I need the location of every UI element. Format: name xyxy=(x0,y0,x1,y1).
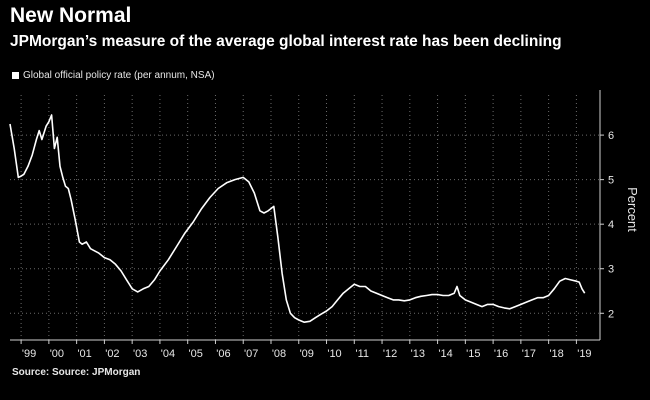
y-axis-label: Percent xyxy=(625,187,640,232)
x-tick-label-2005: '05 xyxy=(189,348,203,360)
x-tick-label-2010: '10 xyxy=(327,348,341,360)
x-tick-label-2003: '03 xyxy=(133,348,147,360)
y-tick-label-2: 2 xyxy=(608,308,614,320)
y-tick-label-5: 5 xyxy=(608,175,614,187)
x-tick-label-2012: '12 xyxy=(383,348,397,360)
chart-subtitle: JPMorgan’s measure of the average global… xyxy=(10,33,562,50)
x-tick-label-2007: '07 xyxy=(244,348,258,360)
x-tick-label-2019: '19 xyxy=(577,348,591,360)
x-tick-label-2014: '14 xyxy=(438,348,452,360)
series-line-0 xyxy=(9,114,586,323)
x-tick-label-2011: '11 xyxy=(356,348,370,360)
series-layer xyxy=(9,114,586,323)
legend-swatch xyxy=(12,72,19,79)
x-tick-label-2001: '01 xyxy=(77,348,91,360)
x-tick-label-2017: '17 xyxy=(522,348,536,360)
x-tick-label-2008: '08 xyxy=(272,348,286,360)
x-tick-label-2013: '13 xyxy=(411,348,425,360)
x-tick-label-2004: '04 xyxy=(161,348,175,360)
x-tick-label-2009: '09 xyxy=(300,348,314,360)
x-tick-label-2000: '00 xyxy=(50,348,64,360)
x-tick-label-2002: '02 xyxy=(105,348,119,360)
x-tick-label-2015: '15 xyxy=(466,348,480,360)
gridlines xyxy=(10,95,600,340)
y-tick-label-6: 6 xyxy=(608,130,614,142)
x-tick-label-2016: '16 xyxy=(494,348,508,360)
x-tick-label-2006: '06 xyxy=(216,348,230,360)
axes xyxy=(10,90,601,341)
y-axis-ticks: 2 3 4 5 6 xyxy=(600,130,614,320)
chart-title: New Normal xyxy=(10,4,132,27)
x-tick-label-1999: '99 xyxy=(22,348,36,360)
y-tick-label-3: 3 xyxy=(608,264,614,276)
y-tick-label-4: 4 xyxy=(608,219,614,231)
x-axis-ticks: '99 '00 '01 '02 '03 '04 '05 '06 '07 '08 '09 '10 '11 '… xyxy=(20,340,592,360)
source-note: Source: Source: JPMorgan xyxy=(12,367,141,378)
legend-label: Global official policy rate (per annum, … xyxy=(23,70,215,81)
legend: Global official policy rate (per annum, … xyxy=(12,70,215,81)
x-tick-label-2018: '18 xyxy=(549,348,563,360)
